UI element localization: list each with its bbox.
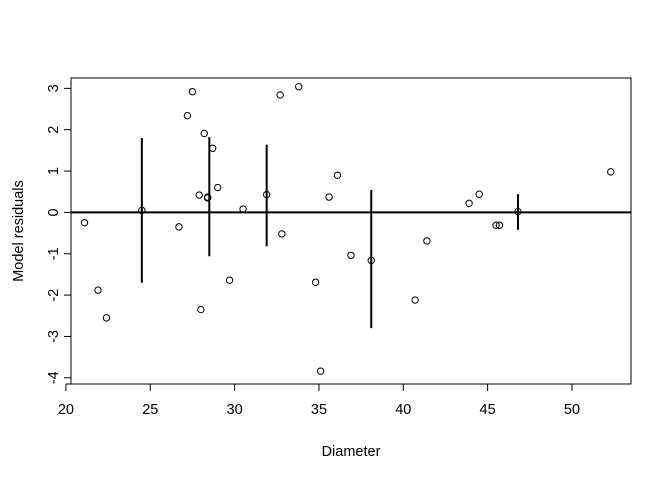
data-point-11: [203, 194, 212, 202]
data-point-23: [333, 171, 342, 179]
data-point-26: [411, 296, 419, 304]
y-tick-label--1: -1: [46, 247, 62, 260]
y-tick-label-0: 0: [46, 208, 62, 216]
data-point-13: [214, 183, 222, 192]
data-point-4: [175, 223, 183, 231]
data-point-12: [208, 144, 217, 152]
data-point-3: [138, 206, 146, 215]
data-point-19: [295, 82, 303, 91]
x-axis: 20 25 30 35 40 45 50: [58, 383, 580, 418]
data-point-27: [423, 237, 431, 245]
x-tick-label-30: 30: [227, 402, 243, 418]
x-axis-title: Diameter: [322, 444, 381, 460]
data-point-25: [367, 256, 375, 265]
x-tick-label-25: 25: [142, 402, 158, 418]
x-tick-label-40: 40: [395, 402, 411, 418]
y-tick-label-2: 2: [46, 126, 62, 134]
x-tick-label-45: 45: [480, 402, 496, 418]
data-point-31: [495, 221, 504, 229]
x-tick-label-50: 50: [564, 402, 580, 418]
y-tick-label-1: 1: [46, 167, 62, 175]
y-tick-label--3: -3: [46, 330, 62, 343]
data-point-7: [195, 191, 203, 199]
data-point-29: [475, 190, 483, 198]
y-axis-title: Model residuals: [11, 180, 27, 282]
y-tick-label-3: 3: [46, 84, 62, 92]
data-point-17: [276, 91, 284, 99]
y-axis: -4 -3 -2 -1 0 1 2 3: [46, 84, 72, 384]
data-point-28: [465, 199, 473, 207]
data-point-2: [102, 314, 111, 322]
x-tick-label-35: 35: [311, 402, 327, 418]
data-point-6: [188, 87, 197, 96]
data-point-16: [262, 190, 271, 199]
data-point-1: [94, 286, 102, 294]
data-point-14: [225, 276, 234, 284]
data-point-8: [197, 305, 205, 314]
data-point-15: [239, 205, 247, 213]
data-point-18: [278, 230, 286, 238]
data-point-24: [347, 251, 355, 260]
data-point-9: [200, 129, 208, 138]
data-point-20: [311, 278, 320, 286]
data-point-30: [492, 221, 500, 229]
data-point-22: [325, 193, 333, 201]
data-point-33: [607, 168, 615, 176]
data-point-32: [514, 207, 522, 216]
data-point-21: [316, 367, 325, 375]
data-point-5: [183, 111, 192, 120]
x-tick-label-20: 20: [58, 402, 74, 418]
data-points: [80, 82, 615, 375]
y-tick-label--2: -2: [46, 289, 62, 302]
y-tick-label--4: -4: [46, 371, 62, 384]
data-point-0: [80, 219, 89, 227]
